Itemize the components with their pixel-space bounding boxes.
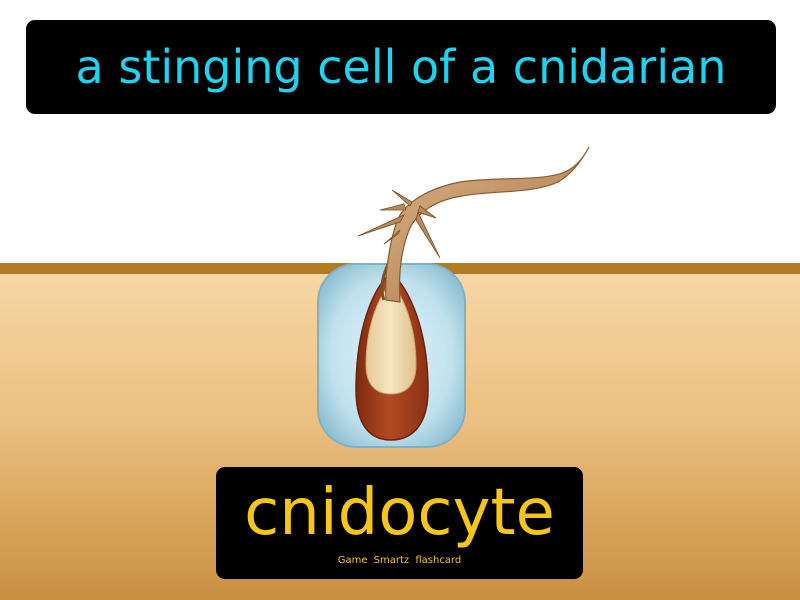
brand-caption: Game Smartz flashcard <box>337 555 462 566</box>
definition-text: a stinging cell of a cnidarian <box>75 40 727 94</box>
nematocyst-inner <box>365 281 417 395</box>
term-banner: cnidocyte Game Smartz flashcard <box>216 467 583 579</box>
definition-banner: a stinging cell of a cnidarian <box>26 20 776 114</box>
term-text: cnidocyte <box>244 476 555 550</box>
thread-barbs <box>357 189 441 259</box>
